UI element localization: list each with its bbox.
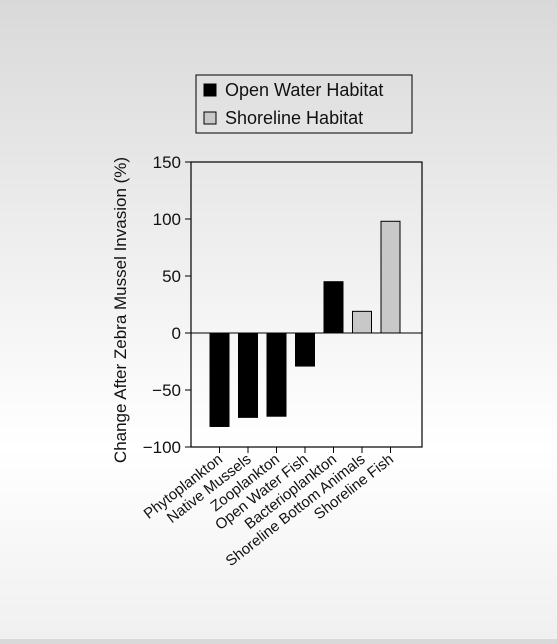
y-axis: 150 100 50 0 −50 −100: [143, 153, 191, 457]
legend-swatch-open-water: [203, 83, 217, 97]
bar-native-mussels: [238, 332, 258, 418]
bar-shoreline-bottom-animals: [352, 310, 372, 334]
bar-shoreline-fish: [380, 220, 401, 334]
plot-area: [190, 161, 423, 448]
y-tick-label: 50: [162, 267, 181, 286]
y-tick-label: 100: [153, 210, 181, 229]
legend-swatch-shoreline: [203, 111, 217, 125]
bar-bacterioplankton: [323, 281, 344, 334]
bar-phytoplankton: [209, 332, 230, 427]
y-tick-label: 150: [153, 153, 181, 172]
y-tick-label: 0: [172, 324, 181, 343]
bars: [209, 220, 401, 427]
y-tick-label: −100: [143, 438, 181, 457]
y-tick-label: −50: [152, 381, 181, 400]
bar-open-water-fish: [295, 332, 315, 367]
legend-box: [195, 74, 413, 134]
bar-zooplankton: [266, 332, 287, 417]
legend: Open Water Habitat Shoreline Habitat: [195, 74, 413, 134]
y-axis-label: Change After Zebra Mussel Invasion (%): [111, 157, 130, 463]
legend-label-open-water: Open Water Habitat: [225, 80, 383, 100]
legend-label-shoreline: Shoreline Habitat: [225, 108, 363, 128]
